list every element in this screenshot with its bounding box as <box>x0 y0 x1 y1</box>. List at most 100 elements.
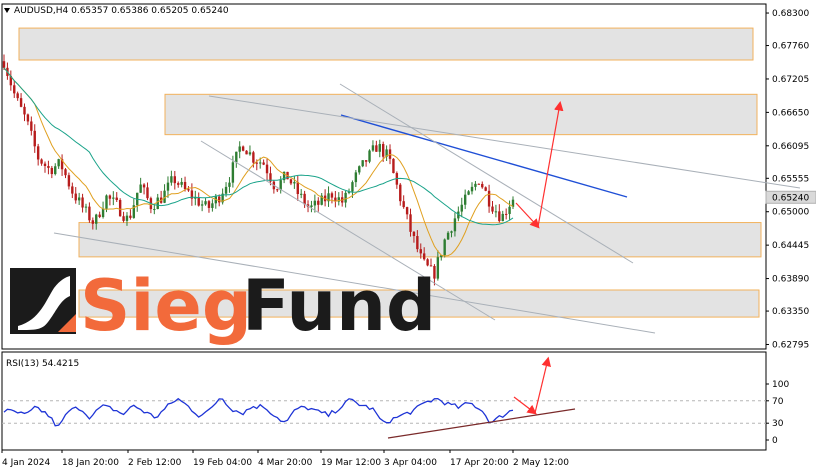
price-tick-label: 0.64445 <box>772 241 809 251</box>
candle-body <box>200 204 204 206</box>
candle-body <box>504 213 508 215</box>
candle-body <box>54 166 57 175</box>
rsi-pullback-arrow <box>513 396 537 415</box>
candle-body <box>440 255 443 258</box>
time-tick-label: 19 Feb 04:00 <box>193 458 252 468</box>
candle-body <box>36 146 40 160</box>
rsi-support-trendline <box>387 408 576 439</box>
candle-body <box>23 106 26 115</box>
candle-body <box>484 187 487 191</box>
dropdown-triangle-icon <box>4 8 10 13</box>
candle-body <box>392 158 395 174</box>
candle-body <box>385 149 388 157</box>
candle-body <box>399 184 402 202</box>
candle-body <box>122 216 125 221</box>
candle-body <box>142 184 146 188</box>
candle-body <box>508 206 511 214</box>
candle-body <box>180 181 183 185</box>
candle-body <box>228 182 231 187</box>
candle-body <box>163 190 166 203</box>
moving-average-fast <box>3 67 514 257</box>
rsi-tick-label: 0 <box>772 436 778 446</box>
candle-body <box>477 183 481 185</box>
candle-body <box>347 191 351 193</box>
price-tick-label: 0.66650 <box>772 108 809 118</box>
moving-average-slow <box>3 67 514 226</box>
time-tick-label: 3 Apr 04:00 <box>384 458 437 468</box>
rsi-tick-label: 30 <box>772 419 784 429</box>
candle-body <box>115 197 118 200</box>
candle-body <box>125 215 129 221</box>
trendline-resistance-blue <box>340 114 628 198</box>
candle-body <box>405 207 409 215</box>
candle-body <box>481 183 484 188</box>
price-tick-label: 0.66095 <box>772 142 809 152</box>
candle-body <box>320 195 323 205</box>
candle-body <box>173 176 177 184</box>
logo-word-sieg: Sieg <box>80 265 252 347</box>
candle-body <box>214 196 217 204</box>
candle-body <box>276 189 279 191</box>
candle-body <box>235 151 238 163</box>
price-tick-label: 0.63350 <box>772 307 809 317</box>
price-tick-label: 0.65555 <box>772 174 809 184</box>
candle-body <box>33 130 36 147</box>
candle-body <box>361 160 364 167</box>
candle-body <box>371 145 375 151</box>
candle-body <box>231 162 235 183</box>
candle-body <box>351 182 354 192</box>
candle-body <box>463 194 467 205</box>
candle-body <box>381 144 385 157</box>
candle-body <box>112 197 115 199</box>
trendline-channel-upper <box>208 95 801 189</box>
price-tick-label: 0.63890 <box>772 275 809 285</box>
candle-body <box>310 205 313 207</box>
candle-body <box>300 193 303 195</box>
candle-body <box>95 214 98 224</box>
candle-body <box>98 214 101 217</box>
candle-body <box>354 172 358 183</box>
candle-body <box>375 145 378 152</box>
candle-body <box>57 159 60 167</box>
candle-body <box>187 189 190 191</box>
trendline-base <box>53 232 656 334</box>
candle-body <box>498 211 501 222</box>
supply-demand-zone <box>18 27 754 61</box>
candle-body <box>443 239 446 256</box>
candle-body <box>60 159 64 170</box>
candle-body <box>364 160 368 162</box>
candle-body <box>422 253 426 260</box>
rsi-target-arrow <box>534 356 551 414</box>
candle-body <box>419 249 422 254</box>
rsi-line <box>3 397 514 427</box>
rsi-tick-label: 70 <box>772 397 784 407</box>
candle-body <box>146 187 149 199</box>
candle-body <box>426 259 429 266</box>
symbol-info-label: AUDUSD,H4 0.65357 0.65386 0.65205 0.6524… <box>14 6 229 16</box>
candle-body <box>259 162 262 164</box>
candle-body <box>303 193 306 205</box>
price-tick-label: 0.67760 <box>772 42 809 52</box>
candle-body <box>105 195 108 209</box>
candle-body <box>91 220 95 224</box>
candle-body <box>429 265 433 267</box>
candle-body <box>108 195 112 199</box>
trendline-channel-lower <box>200 140 496 321</box>
candle-body <box>194 197 197 199</box>
candle-body <box>501 213 504 222</box>
candle-body <box>252 152 255 163</box>
candle-body <box>9 75 13 86</box>
candle-body <box>511 199 515 207</box>
time-tick-label: 17 Apr 20:00 <box>450 458 509 468</box>
candle-body <box>16 93 19 99</box>
time-tick-label: 19 Mar 12:00 <box>321 458 381 468</box>
supply-demand-zone <box>164 93 758 136</box>
candle-body <box>446 232 450 240</box>
candle-body <box>317 200 320 205</box>
candle-body <box>436 257 440 279</box>
last-price-label: 0.65240 <box>772 193 809 203</box>
candle-body <box>166 182 170 191</box>
candle-body <box>153 209 156 211</box>
candle-body <box>19 98 23 107</box>
